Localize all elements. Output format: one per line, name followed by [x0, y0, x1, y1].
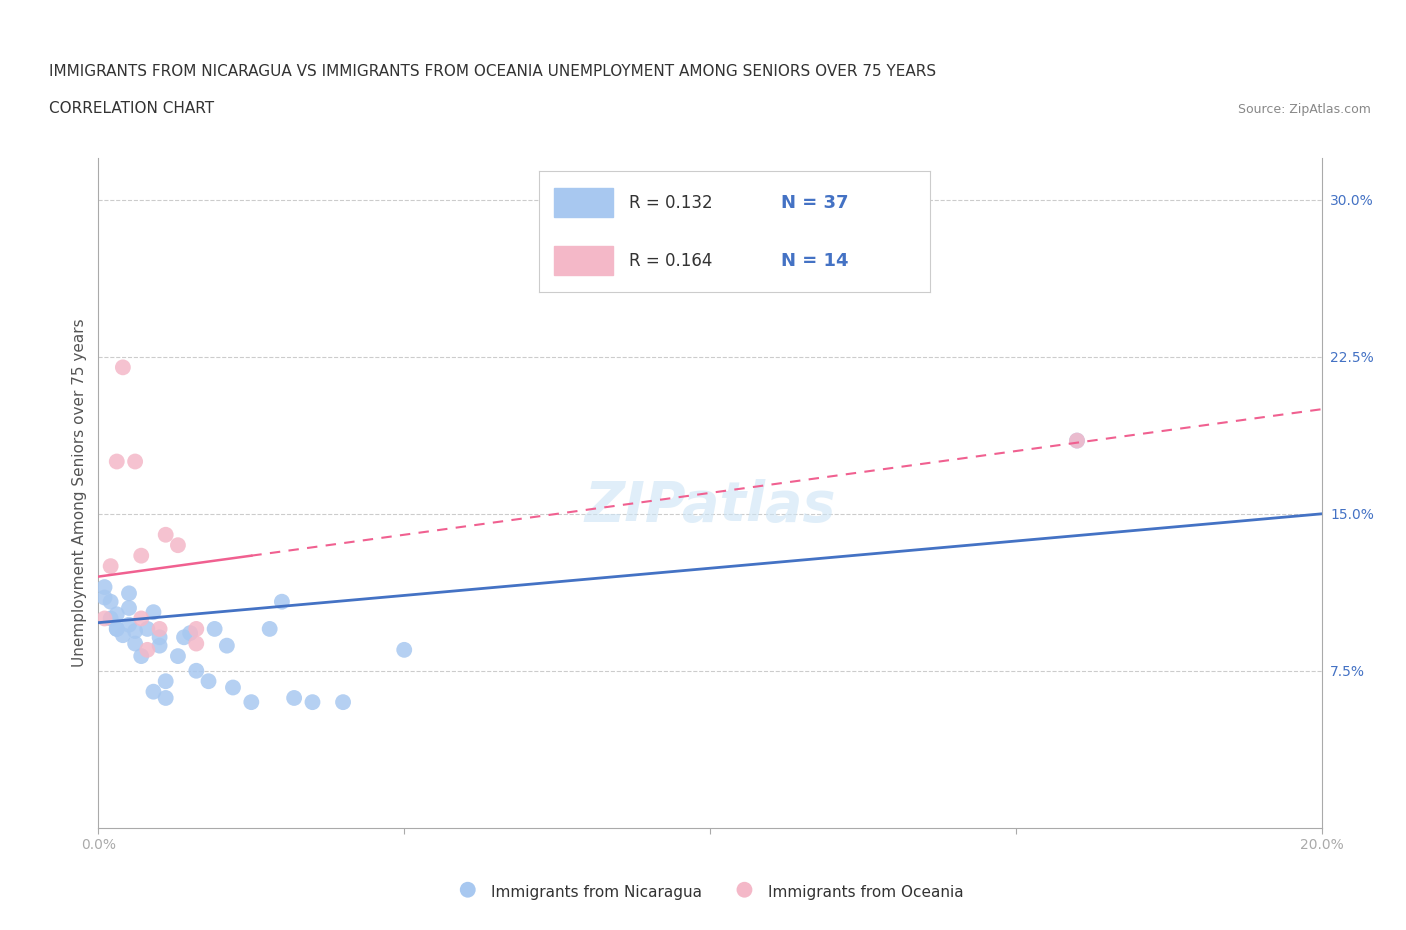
Point [222, 680, 245, 695]
Point [100, 611, 122, 626]
Point [332, 695, 354, 710]
Point [215, 638, 238, 653]
Point [105, 607, 128, 622]
Point [149, 621, 172, 636]
Point [149, 630, 172, 644]
Point [111, 360, 134, 375]
Point [129, 649, 152, 664]
Point [93, 591, 115, 605]
Point [204, 621, 226, 636]
Point [100, 594, 122, 609]
Point [142, 684, 165, 699]
Point [149, 638, 172, 653]
Point [124, 623, 146, 638]
Text: Source: ZipAtlas.com: Source: ZipAtlas.com [1237, 103, 1371, 116]
Point [124, 636, 146, 651]
Point [142, 604, 165, 619]
Point [118, 601, 141, 616]
Point [173, 630, 195, 644]
Point [136, 621, 159, 636]
Text: CORRELATION CHART: CORRELATION CHART [49, 101, 214, 116]
Point [93, 579, 115, 594]
Point [167, 649, 190, 664]
Point [105, 621, 128, 636]
Point [240, 695, 263, 710]
Point [129, 611, 152, 626]
Point [283, 690, 305, 706]
Point [93, 611, 115, 626]
Point [100, 559, 122, 574]
Point [118, 586, 141, 601]
Point [179, 626, 201, 641]
Point [1066, 433, 1088, 448]
Point [124, 454, 146, 469]
Legend: Immigrants from Nicaragua, Immigrants from Oceania: Immigrants from Nicaragua, Immigrants fr… [450, 876, 970, 907]
Point [155, 527, 177, 542]
Point [270, 594, 292, 609]
Point [197, 673, 219, 688]
Y-axis label: Unemployment Among Seniors over 75 years: Unemployment Among Seniors over 75 years [72, 319, 87, 667]
Point [129, 548, 152, 563]
Point [259, 621, 281, 636]
Point [1066, 433, 1088, 448]
Point [301, 695, 323, 710]
Point [186, 636, 208, 651]
Text: ZIPatlas: ZIPatlas [585, 479, 835, 533]
Point [118, 618, 141, 632]
Point [186, 621, 208, 636]
Text: IMMIGRANTS FROM NICARAGUA VS IMMIGRANTS FROM OCEANIA UNEMPLOYMENT AMONG SENIORS : IMMIGRANTS FROM NICARAGUA VS IMMIGRANTS … [49, 64, 936, 79]
Point [111, 628, 134, 643]
Point [105, 621, 128, 636]
Point [392, 643, 416, 658]
Point [155, 673, 177, 688]
Point [167, 538, 190, 552]
Point [136, 643, 159, 658]
Point [105, 454, 128, 469]
Point [155, 690, 177, 706]
Point [186, 663, 208, 678]
